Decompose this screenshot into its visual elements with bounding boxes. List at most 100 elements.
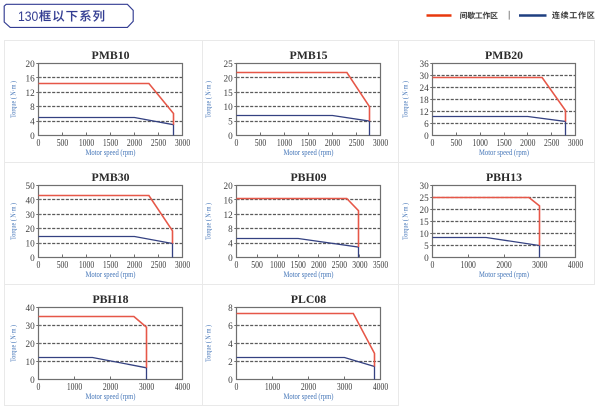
svg-text:Motor speed (rpm): Motor speed (rpm) (86, 392, 136, 401)
svg-text:Motor speed (rpm): Motor speed (rpm) (479, 148, 529, 157)
svg-text:2000: 2000 (325, 138, 340, 149)
svg-text:500: 500 (251, 260, 263, 271)
svg-text:2500: 2500 (151, 138, 166, 149)
svg-text:Torque ( N·m ): Torque ( N·m ) (204, 203, 213, 240)
svg-text:2000: 2000 (311, 260, 326, 271)
svg-text:10: 10 (224, 102, 234, 112)
svg-text:8: 8 (228, 224, 233, 234)
svg-text:Motor speed (rpm): Motor speed (rpm) (86, 270, 136, 279)
svg-text:3000: 3000 (139, 382, 154, 393)
svg-text:8: 8 (30, 102, 35, 112)
svg-text:PMB10: PMB10 (91, 48, 129, 62)
svg-text:0: 0 (37, 260, 41, 271)
svg-text:Motor speed (rpm): Motor speed (rpm) (86, 148, 136, 157)
svg-text:25: 25 (224, 59, 234, 69)
svg-text:3500: 3500 (373, 260, 388, 271)
svg-text:1000: 1000 (473, 138, 488, 149)
svg-text:Motor speed (rpm): Motor speed (rpm) (479, 270, 529, 279)
svg-text:0: 0 (424, 131, 429, 141)
svg-text:0: 0 (228, 131, 233, 141)
svg-text:15: 15 (224, 88, 234, 98)
svg-text:1000: 1000 (79, 260, 94, 271)
svg-text:PMB15: PMB15 (289, 48, 327, 62)
svg-text:20: 20 (26, 224, 36, 234)
svg-text:0: 0 (235, 382, 239, 393)
svg-text:5: 5 (424, 241, 429, 251)
svg-text:24: 24 (420, 83, 430, 93)
svg-text:10: 10 (26, 357, 36, 367)
svg-text:PBH09: PBH09 (290, 170, 326, 184)
svg-text:1000: 1000 (79, 138, 94, 149)
svg-text:3000: 3000 (352, 260, 367, 271)
svg-text:3000: 3000 (175, 138, 190, 149)
svg-text:2500: 2500 (151, 260, 166, 271)
svg-text:8: 8 (228, 303, 233, 313)
svg-text:36: 36 (420, 59, 430, 69)
svg-text:3000: 3000 (568, 138, 583, 149)
svg-text:Torque ( N·m ): Torque ( N·m ) (204, 81, 213, 118)
svg-text:6: 6 (228, 321, 233, 331)
svg-text:0: 0 (235, 138, 239, 149)
svg-text:2500: 2500 (544, 138, 559, 149)
svg-text:1000: 1000 (270, 260, 285, 271)
svg-text:2000: 2000 (301, 382, 316, 393)
svg-text:Motor speed (rpm): Motor speed (rpm) (284, 148, 334, 157)
svg-text:2000: 2000 (520, 138, 535, 149)
svg-text:1500: 1500 (291, 260, 306, 271)
svg-text:30: 30 (26, 321, 36, 331)
svg-text:40: 40 (26, 303, 36, 313)
svg-text:Motor speed (rpm): Motor speed (rpm) (284, 270, 334, 279)
svg-text:1000: 1000 (277, 138, 292, 149)
svg-text:2000: 2000 (127, 260, 142, 271)
svg-text:0: 0 (37, 138, 41, 149)
svg-text:PBH13: PBH13 (486, 170, 522, 184)
svg-text:4: 4 (30, 117, 35, 127)
svg-text:500: 500 (255, 138, 267, 149)
svg-text:2: 2 (228, 357, 233, 367)
svg-text:0: 0 (30, 253, 35, 263)
svg-text:18: 18 (420, 95, 430, 105)
svg-text:4: 4 (228, 339, 233, 349)
svg-text:Torque ( N·m ): Torque ( N·m ) (9, 203, 18, 240)
svg-text:4: 4 (228, 239, 233, 249)
svg-text:0: 0 (431, 260, 435, 271)
svg-text:Motor speed (rpm): Motor speed (rpm) (284, 392, 334, 401)
svg-text:50: 50 (26, 181, 36, 191)
svg-text:Torque ( N·m ): Torque ( N·m ) (204, 325, 213, 362)
svg-text:3000: 3000 (532, 260, 547, 271)
svg-text:25: 25 (420, 193, 430, 203)
svg-text:PMB20: PMB20 (485, 48, 523, 62)
svg-text:30: 30 (420, 71, 430, 81)
svg-text:15: 15 (420, 217, 430, 227)
svg-text:0: 0 (37, 382, 41, 393)
svg-text:6: 6 (424, 119, 429, 129)
svg-text:2000: 2000 (127, 138, 142, 149)
svg-text:3000: 3000 (175, 260, 190, 271)
svg-text:4000: 4000 (373, 382, 388, 393)
svg-text:500: 500 (57, 138, 69, 149)
svg-text:0: 0 (30, 131, 35, 141)
svg-text:2500: 2500 (349, 138, 364, 149)
svg-text:Torque ( N·m ): Torque ( N·m ) (401, 81, 410, 118)
svg-text:5: 5 (228, 117, 233, 127)
svg-text:0: 0 (228, 253, 233, 263)
svg-text:30: 30 (420, 181, 430, 191)
svg-text:PMB30: PMB30 (91, 170, 129, 184)
svg-text:2000: 2000 (496, 260, 511, 271)
svg-text:1000: 1000 (265, 382, 280, 393)
svg-text:16: 16 (26, 73, 36, 83)
svg-text:20: 20 (26, 339, 36, 349)
svg-text:4000: 4000 (175, 382, 190, 393)
svg-text:130: 130 (18, 9, 38, 25)
svg-text:2000: 2000 (103, 382, 118, 393)
svg-text:1000: 1000 (67, 382, 82, 393)
svg-text:PLC08: PLC08 (291, 292, 326, 306)
svg-text:0: 0 (431, 138, 435, 149)
svg-text:20: 20 (420, 205, 430, 215)
svg-text:500: 500 (57, 260, 69, 271)
svg-text:0: 0 (235, 260, 239, 271)
svg-text:16: 16 (224, 195, 234, 205)
svg-text:20: 20 (224, 73, 234, 83)
svg-text:Torque ( N·m ): Torque ( N·m ) (9, 325, 18, 362)
svg-text:PBH18: PBH18 (92, 292, 128, 306)
